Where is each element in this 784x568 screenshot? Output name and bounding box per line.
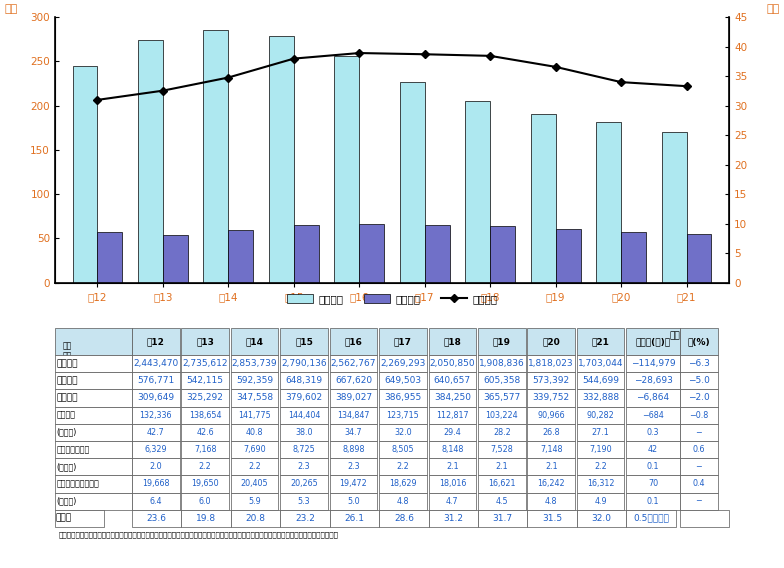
Bar — [359, 224, 384, 283]
Bar — [269, 36, 294, 283]
Bar — [138, 40, 163, 283]
Bar — [621, 232, 646, 283]
Bar — [531, 114, 556, 283]
Bar — [400, 82, 425, 283]
Bar — [597, 122, 621, 283]
Bar — [228, 230, 253, 283]
Text: 万件: 万件 — [5, 5, 18, 14]
Bar — [204, 30, 228, 283]
Text: 注：本表の少年、来日外国人及び暴力団構成員等は、対象ごとの検挙人員及び占める割合を記述したもので、検挙人員は重複するものもある。: 注：本表の少年、来日外国人及び暴力団構成員等は、対象ごとの検挙人員及び占める割合… — [58, 532, 338, 538]
Text: 増減: 増減 — [670, 331, 681, 340]
Bar — [73, 66, 97, 283]
Bar — [294, 225, 318, 283]
Bar — [662, 132, 687, 283]
Legend: 認知件数, 検挙件数, 検挙人員: 認知件数, 検挙件数, 検挙人員 — [282, 289, 502, 308]
Bar — [163, 235, 187, 283]
Bar — [556, 229, 580, 283]
Bar — [425, 225, 449, 283]
Bar — [97, 232, 122, 283]
Bar — [490, 226, 515, 283]
Bar — [335, 56, 359, 283]
Text: 万人: 万人 — [766, 5, 779, 14]
Bar — [466, 101, 490, 283]
Bar — [687, 235, 711, 283]
